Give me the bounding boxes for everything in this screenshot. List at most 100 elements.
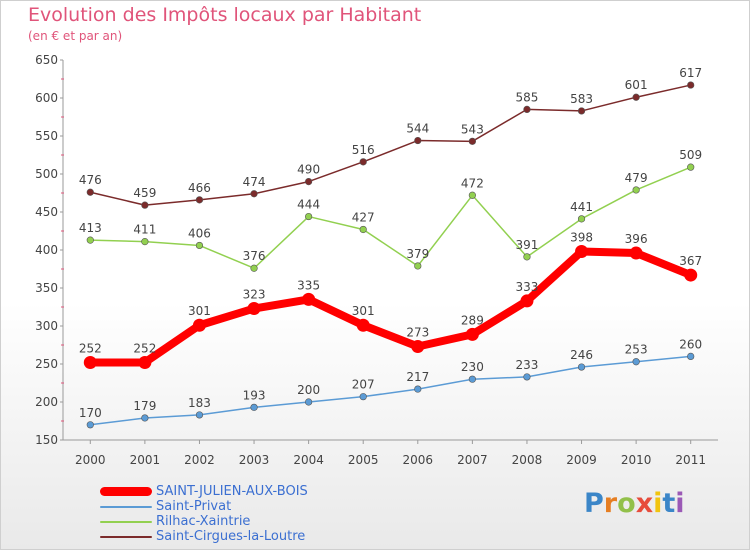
series-line-1 bbox=[89, 355, 692, 426]
data-point bbox=[356, 318, 370, 332]
data-label: 252 bbox=[133, 341, 156, 355]
data-label: 479 bbox=[625, 171, 648, 185]
data-point bbox=[468, 191, 476, 199]
data-label: 273 bbox=[406, 326, 429, 340]
data-label: 333 bbox=[516, 280, 539, 294]
data-point bbox=[86, 236, 94, 244]
data-point bbox=[305, 398, 313, 406]
chart-subtitle: (en € et par an) bbox=[28, 29, 123, 43]
data-label: 252 bbox=[79, 341, 102, 355]
data-point bbox=[195, 241, 204, 250]
data-point bbox=[250, 264, 258, 272]
data-point bbox=[305, 212, 313, 221]
legend-swatch bbox=[100, 487, 152, 496]
data-point bbox=[629, 246, 643, 260]
data-point bbox=[83, 355, 97, 369]
x-tick-label: 2007 bbox=[457, 453, 488, 467]
data-label: 459 bbox=[133, 186, 156, 200]
data-point bbox=[468, 137, 476, 145]
data-point bbox=[632, 358, 640, 366]
data-point bbox=[687, 81, 695, 89]
y-tick-label: 450 bbox=[35, 205, 58, 219]
data-point bbox=[414, 262, 422, 270]
data-label: 230 bbox=[461, 360, 484, 374]
data-label: 193 bbox=[243, 388, 266, 402]
data-label: 170 bbox=[79, 406, 102, 420]
data-point bbox=[250, 190, 258, 198]
data-point bbox=[141, 201, 149, 209]
data-label: 413 bbox=[79, 221, 102, 235]
data-point bbox=[359, 158, 367, 166]
data-label: 516 bbox=[352, 143, 375, 157]
data-label: 301 bbox=[352, 304, 375, 318]
data-label: 411 bbox=[133, 223, 156, 237]
data-label: 490 bbox=[297, 163, 320, 177]
legend-label: SAINT-JULIEN-AUX-BOIS bbox=[156, 484, 308, 499]
data-label: 427 bbox=[352, 210, 375, 224]
data-label: 376 bbox=[243, 249, 266, 263]
data-label: 543 bbox=[461, 122, 484, 136]
data-point bbox=[86, 421, 94, 429]
data-point bbox=[468, 375, 476, 383]
data-label: 441 bbox=[570, 200, 593, 214]
x-tick-label: 2006 bbox=[403, 453, 434, 467]
data-label: 253 bbox=[625, 343, 648, 357]
data-point bbox=[687, 352, 695, 361]
data-point bbox=[687, 163, 695, 171]
logo-letter: x bbox=[635, 488, 654, 519]
data-label: 260 bbox=[679, 337, 702, 351]
y-tick-label: 250 bbox=[35, 357, 58, 371]
data-point bbox=[684, 268, 698, 282]
data-label: 246 bbox=[570, 348, 593, 362]
data-point bbox=[520, 294, 534, 308]
y-tick-label: 600 bbox=[35, 91, 58, 105]
chart-title: Evolution des Impôts locaux par Habitant bbox=[28, 4, 422, 26]
x-tick-label: 2005 bbox=[348, 453, 379, 467]
y-tick-label: 650 bbox=[35, 53, 58, 67]
data-label: 617 bbox=[679, 66, 702, 80]
data-label: 472 bbox=[461, 176, 484, 190]
data-point bbox=[302, 292, 316, 306]
series-line-3 bbox=[89, 84, 692, 206]
data-label: 444 bbox=[297, 198, 320, 212]
data-label: 601 bbox=[625, 78, 648, 92]
series-line-0 bbox=[86, 247, 695, 367]
data-point bbox=[195, 411, 204, 419]
data-label: 379 bbox=[406, 247, 429, 261]
data-label: 466 bbox=[188, 181, 211, 195]
data-point bbox=[414, 136, 422, 145]
x-tick-label: 2004 bbox=[293, 453, 324, 467]
x-tick-label: 2000 bbox=[75, 453, 106, 467]
data-point bbox=[414, 385, 422, 393]
series-line-2 bbox=[89, 166, 692, 269]
data-point bbox=[575, 245, 589, 259]
legend-swatch bbox=[100, 535, 152, 538]
x-tick-label: 2002 bbox=[184, 453, 215, 467]
data-point bbox=[523, 253, 531, 261]
data-point bbox=[359, 225, 367, 234]
x-tick-label: 2009 bbox=[566, 453, 597, 467]
data-label: 583 bbox=[570, 92, 593, 106]
data-label: 183 bbox=[188, 396, 211, 410]
logo-letter: t bbox=[662, 488, 676, 519]
data-label: 323 bbox=[243, 288, 266, 302]
data-point bbox=[138, 355, 152, 369]
data-point bbox=[577, 107, 586, 115]
data-point bbox=[250, 403, 258, 411]
x-tick-label: 2001 bbox=[130, 453, 161, 467]
data-point bbox=[465, 327, 479, 341]
x-tick-label: 2010 bbox=[621, 453, 652, 467]
logo-letter: P bbox=[584, 488, 604, 519]
data-label: 476 bbox=[79, 173, 102, 187]
data-point bbox=[195, 196, 204, 204]
data-label: 474 bbox=[243, 175, 266, 189]
data-label: 398 bbox=[570, 231, 593, 245]
legend-label: Saint-Privat bbox=[156, 499, 232, 514]
x-tick-label: 2003 bbox=[239, 453, 270, 467]
legend-swatch bbox=[100, 505, 152, 508]
data-label: 509 bbox=[679, 148, 702, 162]
legend-swatch bbox=[100, 520, 152, 523]
data-label: 391 bbox=[516, 238, 539, 252]
